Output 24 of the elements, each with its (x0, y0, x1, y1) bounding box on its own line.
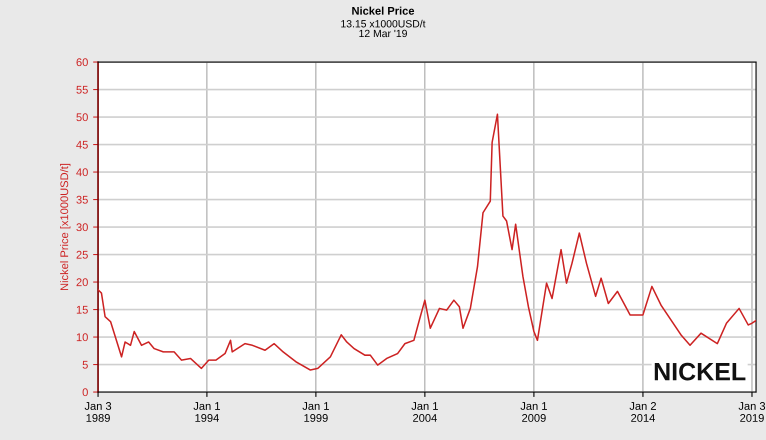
y-tick-label: 5 (82, 360, 88, 369)
x-tick-label: Jan 1 2004 (411, 402, 438, 422)
x-tick-label: Jan 1 1999 (302, 402, 329, 422)
chart-title: Nickel Price (352, 6, 414, 15)
y-tick-label: 50 (76, 113, 88, 122)
y-tick-label: 35 (76, 196, 88, 204)
y-tick-label: 60 (76, 58, 88, 66)
y-tick-label: 40 (76, 168, 88, 176)
y-tick-label: 25 (76, 250, 88, 259)
y-tick-label: 15 (76, 306, 88, 314)
y-axis-title: Nickel Price [x1000USD/t] (60, 164, 70, 290)
chart-subtitle: 13.15 x1000USD/t 12 Mar '19 (341, 20, 426, 38)
x-tick-label: Jan 1 1994 (193, 402, 220, 422)
x-tick-label: Jan 3 1989 (84, 402, 112, 422)
y-tick-label: 10 (76, 333, 88, 342)
x-tick-label: Jan 3 2019 (738, 402, 766, 422)
y-tick-label: 30 (76, 223, 88, 232)
y-tick-label: 55 (76, 86, 88, 94)
y-tick-label: 0 (82, 388, 88, 396)
x-tick-label: Jan 2 2014 (630, 402, 656, 422)
y-tick-label: 20 (76, 278, 88, 286)
annotation: NICKEL (654, 362, 746, 380)
x-tick-label: Jan 1 2009 (520, 402, 547, 422)
y-tick-label: 45 (76, 140, 88, 149)
